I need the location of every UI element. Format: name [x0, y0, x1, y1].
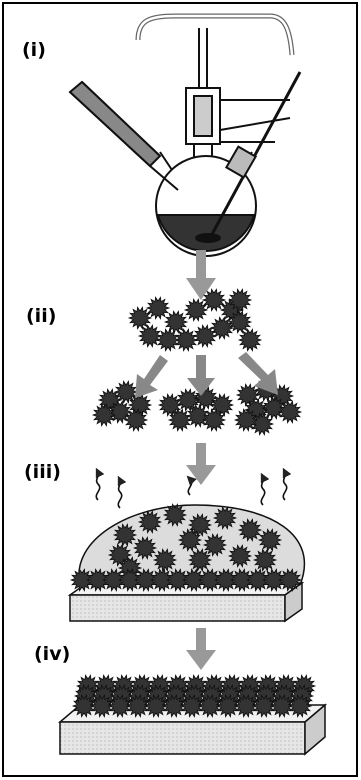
step-label: (i): [22, 39, 46, 61]
step-label: (iii): [24, 461, 61, 483]
step-label: (ii): [26, 305, 56, 327]
figure: (i) (ii) (iii) (iv): [0, 0, 361, 780]
step-label: (iv): [34, 643, 70, 665]
